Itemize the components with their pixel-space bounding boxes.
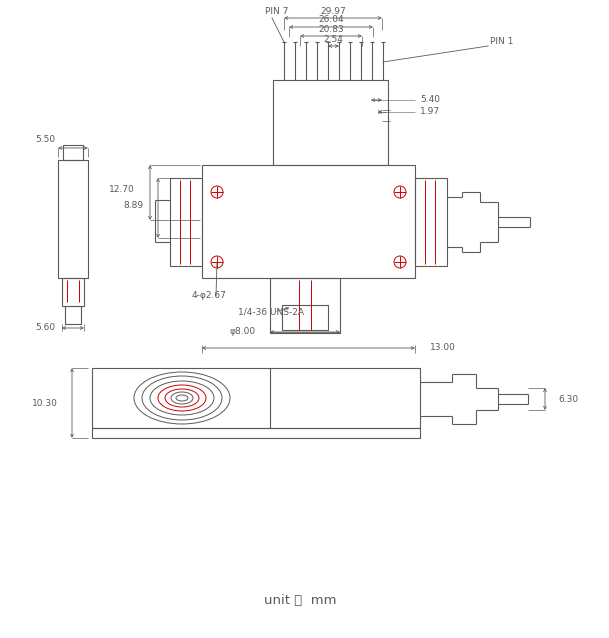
Bar [92, 428, 420, 438]
Text: 26.04: 26.04 [318, 15, 344, 24]
Bar [62, 278, 84, 306]
Bar [202, 165, 415, 278]
Text: 2.54: 2.54 [323, 34, 343, 43]
Bar [170, 178, 202, 266]
Bar [58, 160, 88, 278]
Bar [63, 145, 83, 160]
Text: 4-φ2.67: 4-φ2.67 [192, 292, 227, 300]
Bar [92, 368, 420, 428]
Text: 1.97: 1.97 [420, 107, 440, 115]
Text: 10.30: 10.30 [32, 399, 58, 408]
Text: 29.97: 29.97 [320, 6, 346, 15]
Text: 6.30: 6.30 [558, 396, 578, 404]
Text: 5.60: 5.60 [35, 323, 55, 332]
Text: PIN 7: PIN 7 [265, 8, 289, 17]
Bar [282, 305, 328, 330]
Text: 5.40: 5.40 [420, 94, 440, 103]
Text: 8.89: 8.89 [123, 200, 143, 209]
Bar [273, 80, 388, 165]
Text: 20.83: 20.83 [318, 24, 344, 34]
Text: 13.00: 13.00 [430, 343, 456, 352]
Bar [415, 178, 447, 266]
Text: 5.50: 5.50 [35, 135, 55, 144]
Text: φ8.00: φ8.00 [230, 327, 256, 336]
Text: 12.70: 12.70 [109, 186, 135, 195]
Text: unit ：  mm: unit ： mm [264, 593, 336, 607]
Text: PIN 1: PIN 1 [490, 38, 513, 47]
Bar [270, 278, 340, 333]
Text: 1/4-36 UNS-2A: 1/4-36 UNS-2A [238, 308, 304, 316]
Bar [65, 306, 81, 324]
